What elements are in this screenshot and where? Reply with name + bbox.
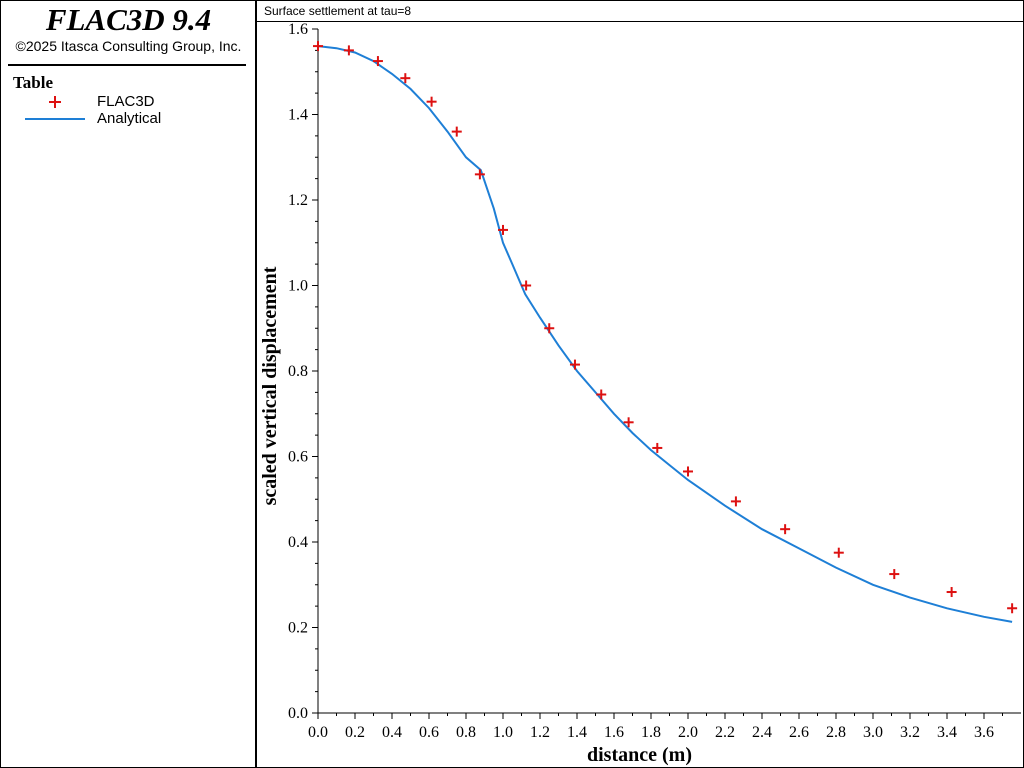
flac3d-data-point xyxy=(372,56,383,67)
y-tick-label: 1.0 xyxy=(288,278,308,295)
x-tick-label: 0.2 xyxy=(345,724,365,741)
y-tick-label: 1.4 xyxy=(288,107,308,124)
plus-marker-icon xyxy=(49,96,61,108)
legend-heading: Table xyxy=(13,73,54,92)
flac3d-data-point xyxy=(498,224,508,235)
chart-title: Surface settlement at tau=8 xyxy=(264,4,412,18)
chart-title-bar: Surface settlement at tau=8 xyxy=(256,1,1023,22)
y-tick-label: 0.6 xyxy=(288,449,308,466)
x-axis-label: distance (m) xyxy=(587,744,692,766)
legend-label: FLAC3D xyxy=(97,93,155,110)
x-tick-label: 3.4 xyxy=(937,724,957,741)
x-tick-label: 1.6 xyxy=(604,724,624,741)
flac3d-data-point xyxy=(426,96,437,107)
flac3d-data-point xyxy=(569,359,580,370)
flac3d-data-point xyxy=(451,126,462,137)
legend-label: Analytical xyxy=(97,110,162,127)
x-tick-label: 2.4 xyxy=(752,724,772,741)
x-tick-label: 3.0 xyxy=(863,724,883,741)
x-tick-label: 0.6 xyxy=(419,724,439,741)
flac3d-data-point xyxy=(683,466,693,477)
flac3d-data-point xyxy=(889,569,900,580)
line-marker-icon xyxy=(25,118,85,120)
x-tick-label: 3.2 xyxy=(900,724,920,741)
flac3d-data-point xyxy=(596,389,607,400)
plot-area: 0.0 0.2 0.4 0.6 0.8 1.0 1.2 1.4 1.6 0.0 0.2 0.4 0.6 0… xyxy=(259,21,1021,766)
flac3d-data-point xyxy=(343,45,354,56)
y-tick-label: 1.6 xyxy=(288,21,308,38)
x-tick-label: 0.8 xyxy=(456,724,476,741)
flac3d-data-point xyxy=(780,524,791,535)
flac3d-data-point xyxy=(521,280,532,291)
flac3d-data-point xyxy=(544,323,555,334)
x-tick-label: 1.0 xyxy=(493,724,513,741)
y-tick-label: 0.8 xyxy=(288,363,308,380)
info-panel: FLAC3D 9.4 ©2025 Itasca Consulting Group… xyxy=(0,0,257,768)
x-tick-label: 2.2 xyxy=(715,724,735,741)
flac3d-data-point xyxy=(313,41,323,52)
x-tick-label: 0.0 xyxy=(308,724,328,741)
y-tick-label: 0.2 xyxy=(288,620,308,637)
x-tick-label: 0.4 xyxy=(382,724,402,741)
flac3d-data-point xyxy=(623,417,634,428)
flac3d-data-point xyxy=(833,547,844,558)
x-tick-label: 1.8 xyxy=(641,724,661,741)
x-tick-label: 1.2 xyxy=(530,724,550,741)
x-tick-label: 2.8 xyxy=(826,724,846,741)
y-tick-label: 0.4 xyxy=(288,534,308,551)
app-title: FLAC3D 9.4 xyxy=(45,2,212,37)
flac3d-data-point xyxy=(474,169,485,180)
x-tick-label: 1.4 xyxy=(567,724,587,741)
x-tick-label: 3.6 xyxy=(974,724,994,741)
divider xyxy=(8,64,246,66)
flac3d-data-point xyxy=(1007,603,1018,614)
x-tick-label: 2.6 xyxy=(789,724,809,741)
x-tick-label: 2.0 xyxy=(678,724,698,741)
y-tick-label: 1.2 xyxy=(288,192,308,209)
copyright-text: ©2025 Itasca Consulting Group, Inc. xyxy=(15,38,242,54)
y-tick-label: 0.0 xyxy=(288,705,308,722)
analytical-series-line xyxy=(317,45,1013,623)
flac3d-data-point xyxy=(730,496,741,507)
flac3d-data-point xyxy=(652,442,663,453)
flac3d-data-point xyxy=(400,73,411,84)
y-axis-label: scaled vertical displacement xyxy=(259,266,281,505)
chart-panel: Surface settlement at tau=8 0.0 0.2 0.4 0.6… xyxy=(255,0,1024,768)
flac3d-data-point xyxy=(946,587,957,598)
